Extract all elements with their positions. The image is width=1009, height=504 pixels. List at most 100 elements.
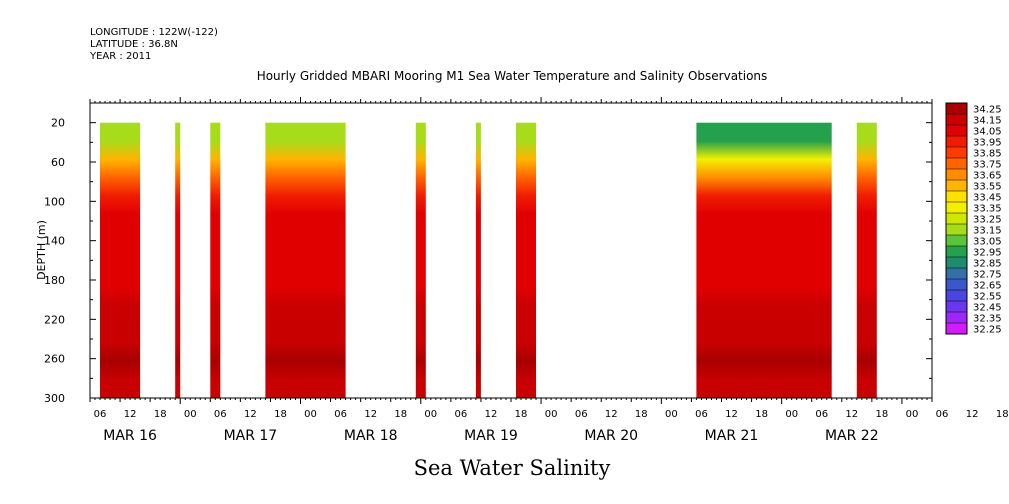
y-tick-label: 220	[44, 313, 65, 326]
colorbar-swatch	[946, 202, 967, 213]
colorbar-swatch	[946, 147, 967, 158]
colorbar-swatch	[946, 180, 967, 191]
colorbar-label: 32.55	[973, 292, 1002, 303]
data-segment	[210, 122, 221, 398]
top-ticks	[89, 97, 933, 103]
colorbar-frame	[945, 102, 968, 335]
colorbar-label: 33.85	[973, 149, 1002, 160]
hour-label: 12	[845, 409, 858, 420]
colorbar-label: 33.05	[973, 237, 1002, 248]
colorbar-swatch	[946, 114, 967, 125]
colorbar-label: 32.85	[973, 259, 1002, 270]
colorbar-label: 32.65	[973, 281, 1002, 292]
day-label: MAR 22	[825, 428, 879, 444]
colorbar-label: 32.35	[973, 314, 1002, 325]
colorbar-swatch	[946, 158, 967, 169]
hour-label: 00	[785, 409, 798, 420]
hour-label: 18	[996, 409, 1009, 420]
colorbar-swatch	[946, 268, 967, 279]
colorbar-label: 32.75	[973, 270, 1002, 281]
hour-label: 06	[936, 409, 949, 420]
hour-label: 18	[515, 409, 528, 420]
colorbar: 34.2534.1534.0533.9533.8533.7533.6533.55…	[945, 102, 1002, 336]
colorbar-swatch	[946, 224, 967, 235]
y-tick-label: 140	[44, 235, 65, 248]
colorbar-swatch	[946, 323, 967, 334]
chart-caption: Sea Water Salinity	[414, 456, 611, 480]
y-tick-label: 20	[51, 117, 65, 130]
hour-label: 12	[124, 409, 137, 420]
bottom-ticks	[89, 398, 933, 404]
y-tick-label: 300	[44, 392, 65, 405]
hour-label: 18	[274, 409, 287, 420]
colorbar-swatch	[946, 290, 967, 301]
y-tick-label: 100	[44, 195, 65, 208]
hour-label: 06	[695, 409, 708, 420]
day-label: MAR 17	[224, 428, 278, 444]
y-tick-label: 260	[44, 353, 65, 366]
hour-label: 06	[815, 409, 828, 420]
data-segments	[100, 122, 877, 398]
colorbar-label: 34.15	[973, 116, 1002, 127]
hour-label: 12	[485, 409, 498, 420]
data-segment	[265, 122, 346, 398]
hour-label: 18	[755, 409, 768, 420]
day-labels: MAR 16 MAR 17 MAR 18 MAR 19 MAR 20 MAR 21 MAR …	[103, 428, 878, 444]
colorbar-swatch	[946, 257, 967, 268]
hour-label: 12	[364, 409, 377, 420]
colorbar-label: 32.45	[973, 303, 1002, 314]
hour-label: 06	[214, 409, 227, 420]
year-label: YEAR : 2011	[89, 51, 151, 62]
data-segment	[175, 122, 181, 398]
hour-label: 00	[665, 409, 678, 420]
hour-label: 18	[635, 409, 648, 420]
hour-label: 00	[906, 409, 919, 420]
hour-label: 00	[545, 409, 558, 420]
y-ticks: 20 60 100 140 180 220 260 300	[44, 102, 932, 405]
colorbar-swatch	[946, 279, 967, 290]
colorbar-label: 33.35	[973, 204, 1002, 215]
colorbar-swatch	[946, 301, 967, 312]
data-segment	[696, 122, 832, 398]
hour-label: 06	[455, 409, 468, 420]
colorbar-swatch	[946, 125, 967, 136]
colorbar-label: 33.45	[973, 193, 1002, 204]
hour-label: 18	[876, 409, 889, 420]
chart-title: Hourly Gridded MBARI Mooring M1 Sea Wate…	[257, 69, 768, 83]
colorbar-swatch	[946, 312, 967, 323]
data-segment	[856, 122, 877, 398]
colorbar-label: 33.15	[973, 226, 1002, 237]
hour-label: 12	[966, 409, 979, 420]
hour-label: 00	[304, 409, 317, 420]
colorbar-swatch	[946, 136, 967, 147]
hour-label: 00	[184, 409, 197, 420]
data-segment	[475, 122, 481, 398]
day-label: MAR 16	[103, 428, 157, 444]
y-tick-label: 180	[44, 274, 65, 287]
data-segment	[415, 122, 426, 398]
data-segment	[516, 122, 536, 398]
hour-label: 12	[244, 409, 257, 420]
y-tick-label: 60	[51, 156, 65, 169]
hour-label: 06	[575, 409, 588, 420]
latitude-label: LATITUDE : 36.8N	[90, 39, 178, 50]
colorbar-swatch	[946, 213, 967, 224]
colorbar-label: 33.55	[973, 182, 1002, 193]
hour-label: 00	[424, 409, 437, 420]
longitude-label: LONGITUDE : 122W(-122)	[90, 27, 218, 38]
data-segment	[100, 122, 141, 398]
colorbar-label: 33.95	[973, 138, 1002, 149]
colorbar-label: 33.25	[973, 215, 1002, 226]
colorbar-label: 32.95	[973, 248, 1002, 259]
colorbar-swatch	[946, 169, 967, 180]
hour-labels: 06 12 18 00 06 12 18 00 06 12 18 00 06 12 18 00 06 12 18 00…	[94, 409, 1009, 420]
day-label: MAR 19	[464, 428, 518, 444]
colorbar-label: 32.25	[973, 325, 1002, 336]
colorbar-label: 34.05	[973, 127, 1002, 138]
plot-area: 20 60 100 140 180 220 260 300	[44, 97, 933, 405]
day-label: MAR 18	[344, 428, 398, 444]
colorbar-label: 34.25	[973, 105, 1002, 116]
y-axis-label: DEPTH (m)	[35, 220, 48, 280]
hour-label: 12	[725, 409, 738, 420]
